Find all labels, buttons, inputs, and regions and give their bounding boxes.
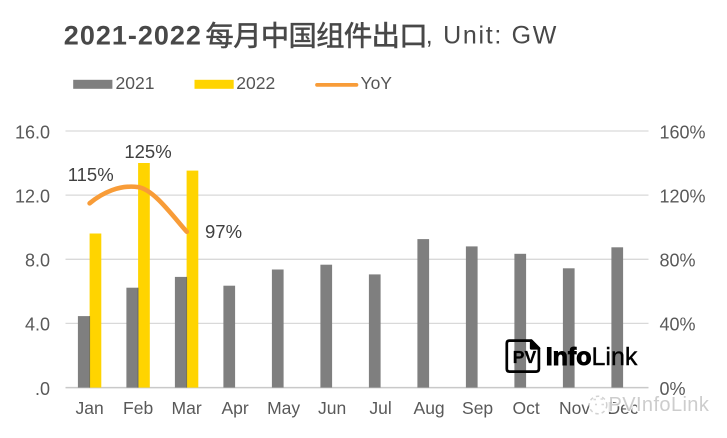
svg-text:160%: 160% <box>660 122 706 142</box>
svg-text:4.0: 4.0 <box>25 315 50 335</box>
svg-text:Mar: Mar <box>172 398 202 418</box>
svg-text:0%: 0% <box>660 379 686 399</box>
svg-text:40%: 40% <box>660 315 696 335</box>
svg-text:12.0: 12.0 <box>15 186 50 206</box>
svg-text:InfoLink: InfoLink <box>546 343 638 371</box>
svg-text:115%: 115% <box>68 164 114 185</box>
svg-text:Dec: Dec <box>608 398 639 418</box>
svg-text:YoY: YoY <box>361 73 393 93</box>
svg-text:120%: 120% <box>660 186 706 206</box>
svg-text:, Unit: GW: , Unit: GW <box>426 22 558 50</box>
svg-text:Nov: Nov <box>559 398 590 418</box>
svg-text:Jan: Jan <box>75 398 103 418</box>
svg-text:125%: 125% <box>124 141 171 162</box>
svg-text:.0: .0 <box>35 379 50 399</box>
svg-text:PV: PV <box>513 347 537 367</box>
svg-text:8.0: 8.0 <box>25 251 50 271</box>
svg-text:Jul: Jul <box>369 398 391 418</box>
svg-text:Oct: Oct <box>512 398 539 418</box>
svg-text:97%: 97% <box>205 221 242 242</box>
svg-text:Aug: Aug <box>414 398 445 418</box>
svg-text:2021-2022: 2021-2022 <box>64 20 202 50</box>
svg-text:May: May <box>267 398 300 418</box>
svg-text:80%: 80% <box>660 251 696 271</box>
svg-text:Sep: Sep <box>462 398 493 418</box>
svg-text:16.0: 16.0 <box>15 122 50 142</box>
svg-text:Jun: Jun <box>318 398 346 418</box>
svg-text:Feb: Feb <box>123 398 153 418</box>
svg-text:PVInfoLink: PVInfoLink <box>609 394 710 416</box>
svg-text:Apr: Apr <box>221 398 248 418</box>
svg-text:2021: 2021 <box>116 73 155 93</box>
svg-text:2022: 2022 <box>236 73 275 93</box>
